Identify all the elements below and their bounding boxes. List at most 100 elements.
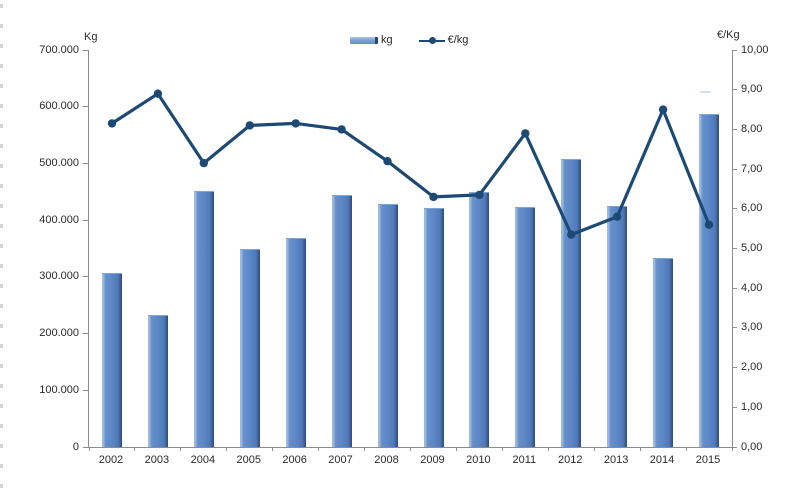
axis-tick	[83, 106, 88, 108]
x-axis-year-label: 2013	[603, 454, 629, 466]
legend-eur-label: €/kg	[447, 34, 469, 46]
bar-2014	[653, 257, 674, 447]
axis-tick	[83, 446, 88, 448]
left-axis-tick-label: 700.000	[39, 43, 79, 56]
line-point-2015	[704, 220, 714, 229]
right-axis-tick-label: 1,00	[741, 400, 763, 413]
axis-tick	[639, 447, 641, 451]
axis-tick	[732, 327, 737, 329]
bar-2004	[193, 190, 214, 447]
x-axis-year-label: 2003	[144, 454, 170, 466]
axis-tick	[83, 333, 88, 335]
x-axis-year-label: 2010	[466, 454, 491, 466]
page-edge-marks	[0, 4, 3, 490]
left-axis-tick-label: 300.000	[39, 270, 79, 283]
legend-bar-swatch-icon	[350, 36, 378, 44]
ghost-mark	[700, 91, 711, 93]
axis-tick	[410, 447, 411, 451]
axis-tick	[83, 389, 88, 391]
eur-line	[111, 92, 711, 237]
axis-tick	[501, 447, 503, 451]
line-point-2014	[658, 105, 668, 114]
line-point-2012	[567, 230, 576, 239]
axis-tick	[593, 447, 595, 451]
line-point-2008	[383, 157, 392, 166]
x-axis-year-label: 2002	[98, 454, 124, 466]
line-point-2007	[337, 125, 346, 134]
axis-tick	[364, 447, 366, 451]
axis-tick	[731, 447, 733, 451]
right-axis-tick-label: 9,00	[741, 83, 763, 96]
axis-tick	[83, 276, 88, 278]
bar-2005	[239, 248, 260, 447]
axis-tick	[732, 287, 737, 289]
axis-tick	[83, 162, 88, 164]
x-axis-year-label: 2004	[190, 454, 216, 466]
bar-2013	[607, 206, 628, 447]
x-axis-year-label: 2005	[236, 454, 261, 466]
bar-2015	[699, 113, 719, 447]
x-axis-year-label: 2015	[695, 454, 721, 466]
plot-area	[83, 49, 737, 451]
line-point-2013	[613, 212, 622, 221]
axis-tick	[226, 447, 228, 451]
x-axis-year-label: 2006	[282, 454, 307, 466]
left-axis-tick-label: 100.000	[39, 383, 79, 396]
axis-tick	[180, 447, 182, 451]
legend-kg-label: kg	[381, 34, 393, 46]
axis-tick	[732, 89, 737, 91]
right-axis-tick-label: 4,00	[741, 281, 763, 294]
axis-tick	[732, 446, 737, 448]
x-axis-year-label: 2012	[558, 454, 583, 466]
axis-tick	[83, 219, 88, 221]
bar-2011	[515, 207, 536, 447]
right-axis-tick-label: 0,00	[741, 440, 763, 453]
legend-line-swatch-icon	[418, 36, 445, 45]
line-point-2006	[291, 119, 300, 128]
x-axis-year-label: 2008	[374, 454, 399, 466]
axis-tick	[455, 447, 457, 451]
left-axis-tick-label: 500.000	[39, 156, 79, 169]
bar-2006	[285, 237, 306, 447]
right-axis-tick-label: 8,00	[741, 122, 763, 135]
bar-2008	[377, 203, 398, 447]
right-axis-tick-label: 10,00	[741, 43, 769, 56]
left-axis-tick-label: 600.000	[39, 100, 79, 113]
axis-tick	[83, 49, 88, 51]
line-point-2004	[199, 158, 208, 168]
axis-tick	[547, 447, 549, 451]
axis-tick	[88, 447, 90, 451]
axis-tick	[272, 447, 274, 451]
left-axis-title: Kg	[84, 31, 98, 43]
line-point-2003	[153, 89, 163, 98]
left-axis-tick-label: 200.000	[39, 327, 79, 340]
axis-tick	[732, 406, 737, 408]
axis-tick	[732, 208, 737, 210]
right-axis-tick-label: 7,00	[741, 162, 763, 175]
line-point-2005	[245, 121, 254, 130]
line-point-2002	[107, 119, 117, 128]
left-axis-tick-label: 400.000	[39, 213, 79, 226]
line-point-2010	[475, 190, 484, 200]
axis-tick	[134, 447, 136, 451]
right-axis-tick-label: 6,00	[741, 202, 763, 215]
right-axis-tick-label: 2,00	[741, 361, 763, 374]
axis-tick	[685, 447, 687, 451]
axis-tick	[318, 447, 320, 451]
line-point-2009	[429, 192, 438, 202]
right-axis-tick-label: 5,00	[741, 242, 763, 254]
x-axis-year-label: 2014	[649, 454, 675, 466]
x-axis-year-label: 2009	[420, 454, 445, 466]
bar-2002	[102, 273, 122, 447]
x-axis-year-label: 2011	[512, 454, 537, 466]
legend: kg €/kg	[350, 34, 468, 46]
left-axis-tick-label: 0	[72, 440, 79, 453]
axis-tick	[732, 248, 737, 249]
bar-2003	[147, 315, 168, 447]
axis-tick	[732, 367, 737, 369]
line-point-2011	[521, 129, 530, 138]
bar-2007	[331, 195, 352, 447]
right-axis-tick-label: 3,00	[741, 321, 763, 334]
x-axis-year-label: 2007	[328, 454, 353, 466]
